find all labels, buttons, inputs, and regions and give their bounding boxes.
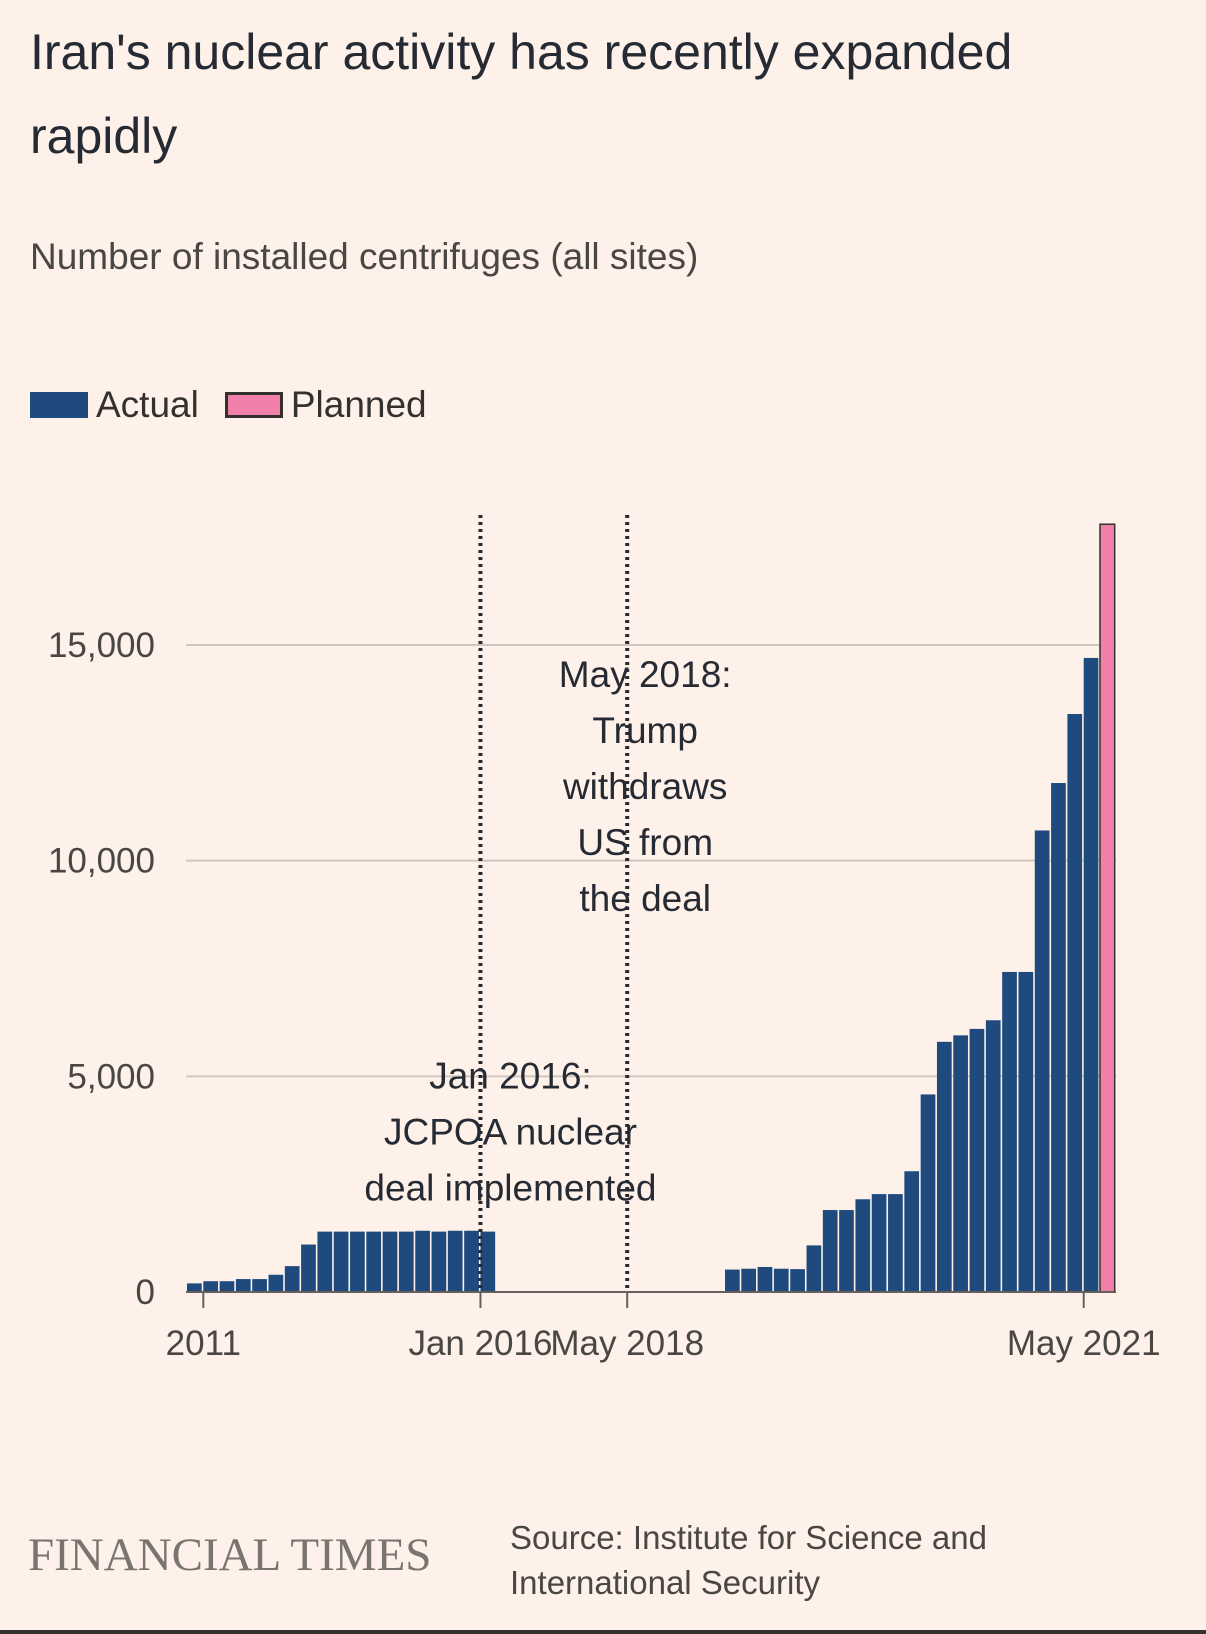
legend-label-planned: Planned: [290, 384, 427, 425]
bar-actual: [953, 1035, 968, 1292]
legend: Actual Planned: [30, 384, 453, 426]
bar-actual: [464, 1230, 479, 1292]
bar-actual: [398, 1231, 414, 1292]
chart-subtitle: Number of installed centrifuges (all sit…: [30, 236, 699, 277]
annotations: Jan 2016: JCPOA nuclear deal implemented Ma…: [364, 654, 731, 1208]
bar-actual: [839, 1210, 854, 1292]
bar-actual: [447, 1230, 463, 1292]
bar-actual: [1018, 971, 1034, 1292]
x-tick-label: Jan 2016: [408, 1324, 552, 1363]
annotation-text: Trump: [592, 710, 698, 751]
bar-actual: [317, 1231, 333, 1292]
chart-title: Iran's nuclear activity has recently exp…: [30, 24, 1013, 164]
bar-actual: [203, 1281, 219, 1292]
bar-actual: [773, 1268, 789, 1292]
bar-actual: [985, 1020, 1001, 1292]
legend-item-actual: Actual: [30, 384, 199, 426]
bar-actual: [741, 1268, 757, 1292]
bars: [187, 523, 1116, 1293]
bar-actual: [888, 1194, 903, 1292]
bar-actual: [268, 1274, 284, 1292]
bar-actual: [382, 1231, 398, 1292]
bar-actual: [333, 1231, 349, 1292]
annotation-text: the deal: [579, 878, 711, 919]
y-tick-label: 15,000: [48, 626, 155, 665]
legend-label-actual: Actual: [96, 384, 199, 425]
bar-actual: [871, 1194, 887, 1292]
annotation-text: Jan 2016:: [429, 1055, 592, 1096]
bar-actual: [252, 1279, 267, 1292]
bar-actual: [1083, 657, 1099, 1292]
y-tick-label: 10,000: [48, 842, 155, 881]
bar-actual: [1051, 783, 1066, 1292]
bar-actual: [415, 1230, 430, 1292]
source-line-2: International Security: [510, 1564, 821, 1601]
y-tick-label: 5,000: [67, 1057, 155, 1096]
bar-actual: [350, 1231, 365, 1292]
x-tick-label: 2011: [166, 1324, 241, 1363]
legend-swatch-actual: [30, 392, 88, 418]
bar-actual: [366, 1231, 382, 1292]
bar-actual: [1067, 714, 1083, 1292]
brand-logo: FINANCIAL TIMES: [28, 1529, 432, 1581]
y-tick-label: 0: [136, 1273, 155, 1312]
annotation-text: deal implemented: [364, 1167, 656, 1208]
legend-item-planned: Planned: [224, 384, 427, 426]
x-tick-label: May 2018: [550, 1324, 704, 1363]
y-tick-labels: 15,000 10,000 5,000 0: [48, 626, 155, 1312]
legend-swatch-planned: [224, 392, 283, 418]
bar-actual: [822, 1210, 838, 1292]
annotation-text: May 2018:: [559, 654, 732, 695]
source-note: Source: Institute for Science and Intern…: [510, 1515, 1070, 1605]
bar-actual: [920, 1094, 936, 1292]
bar-actual: [431, 1231, 447, 1292]
bar-actual: [904, 1171, 920, 1292]
annotation-text: US from: [577, 822, 713, 863]
bar-actual: [235, 1279, 251, 1292]
bar-actual: [757, 1266, 773, 1292]
bar-actual: [1034, 830, 1050, 1292]
bar-actual: [480, 1231, 496, 1292]
bar-actual: [806, 1245, 822, 1292]
bar-actual: [725, 1269, 740, 1292]
bar-actual: [936, 1041, 952, 1292]
annotation-text: JCPOA nuclear: [384, 1111, 637, 1152]
bar-actual: [969, 1028, 985, 1292]
bar-actual: [187, 1283, 202, 1292]
bar-actual: [301, 1244, 316, 1292]
bottom-rule: [0, 1630, 1206, 1634]
annotation-text: withdraws: [562, 766, 728, 807]
bar-planned: [1099, 523, 1116, 1293]
source-line-1: Source: Institute for Science and: [510, 1519, 987, 1556]
bar-actual: [790, 1269, 805, 1292]
x-tick-label: May 2021: [1007, 1324, 1161, 1363]
bar-actual: [219, 1281, 235, 1292]
bar-actual: [284, 1266, 300, 1292]
bar-actual: [855, 1199, 871, 1292]
bar-actual: [1002, 971, 1017, 1292]
